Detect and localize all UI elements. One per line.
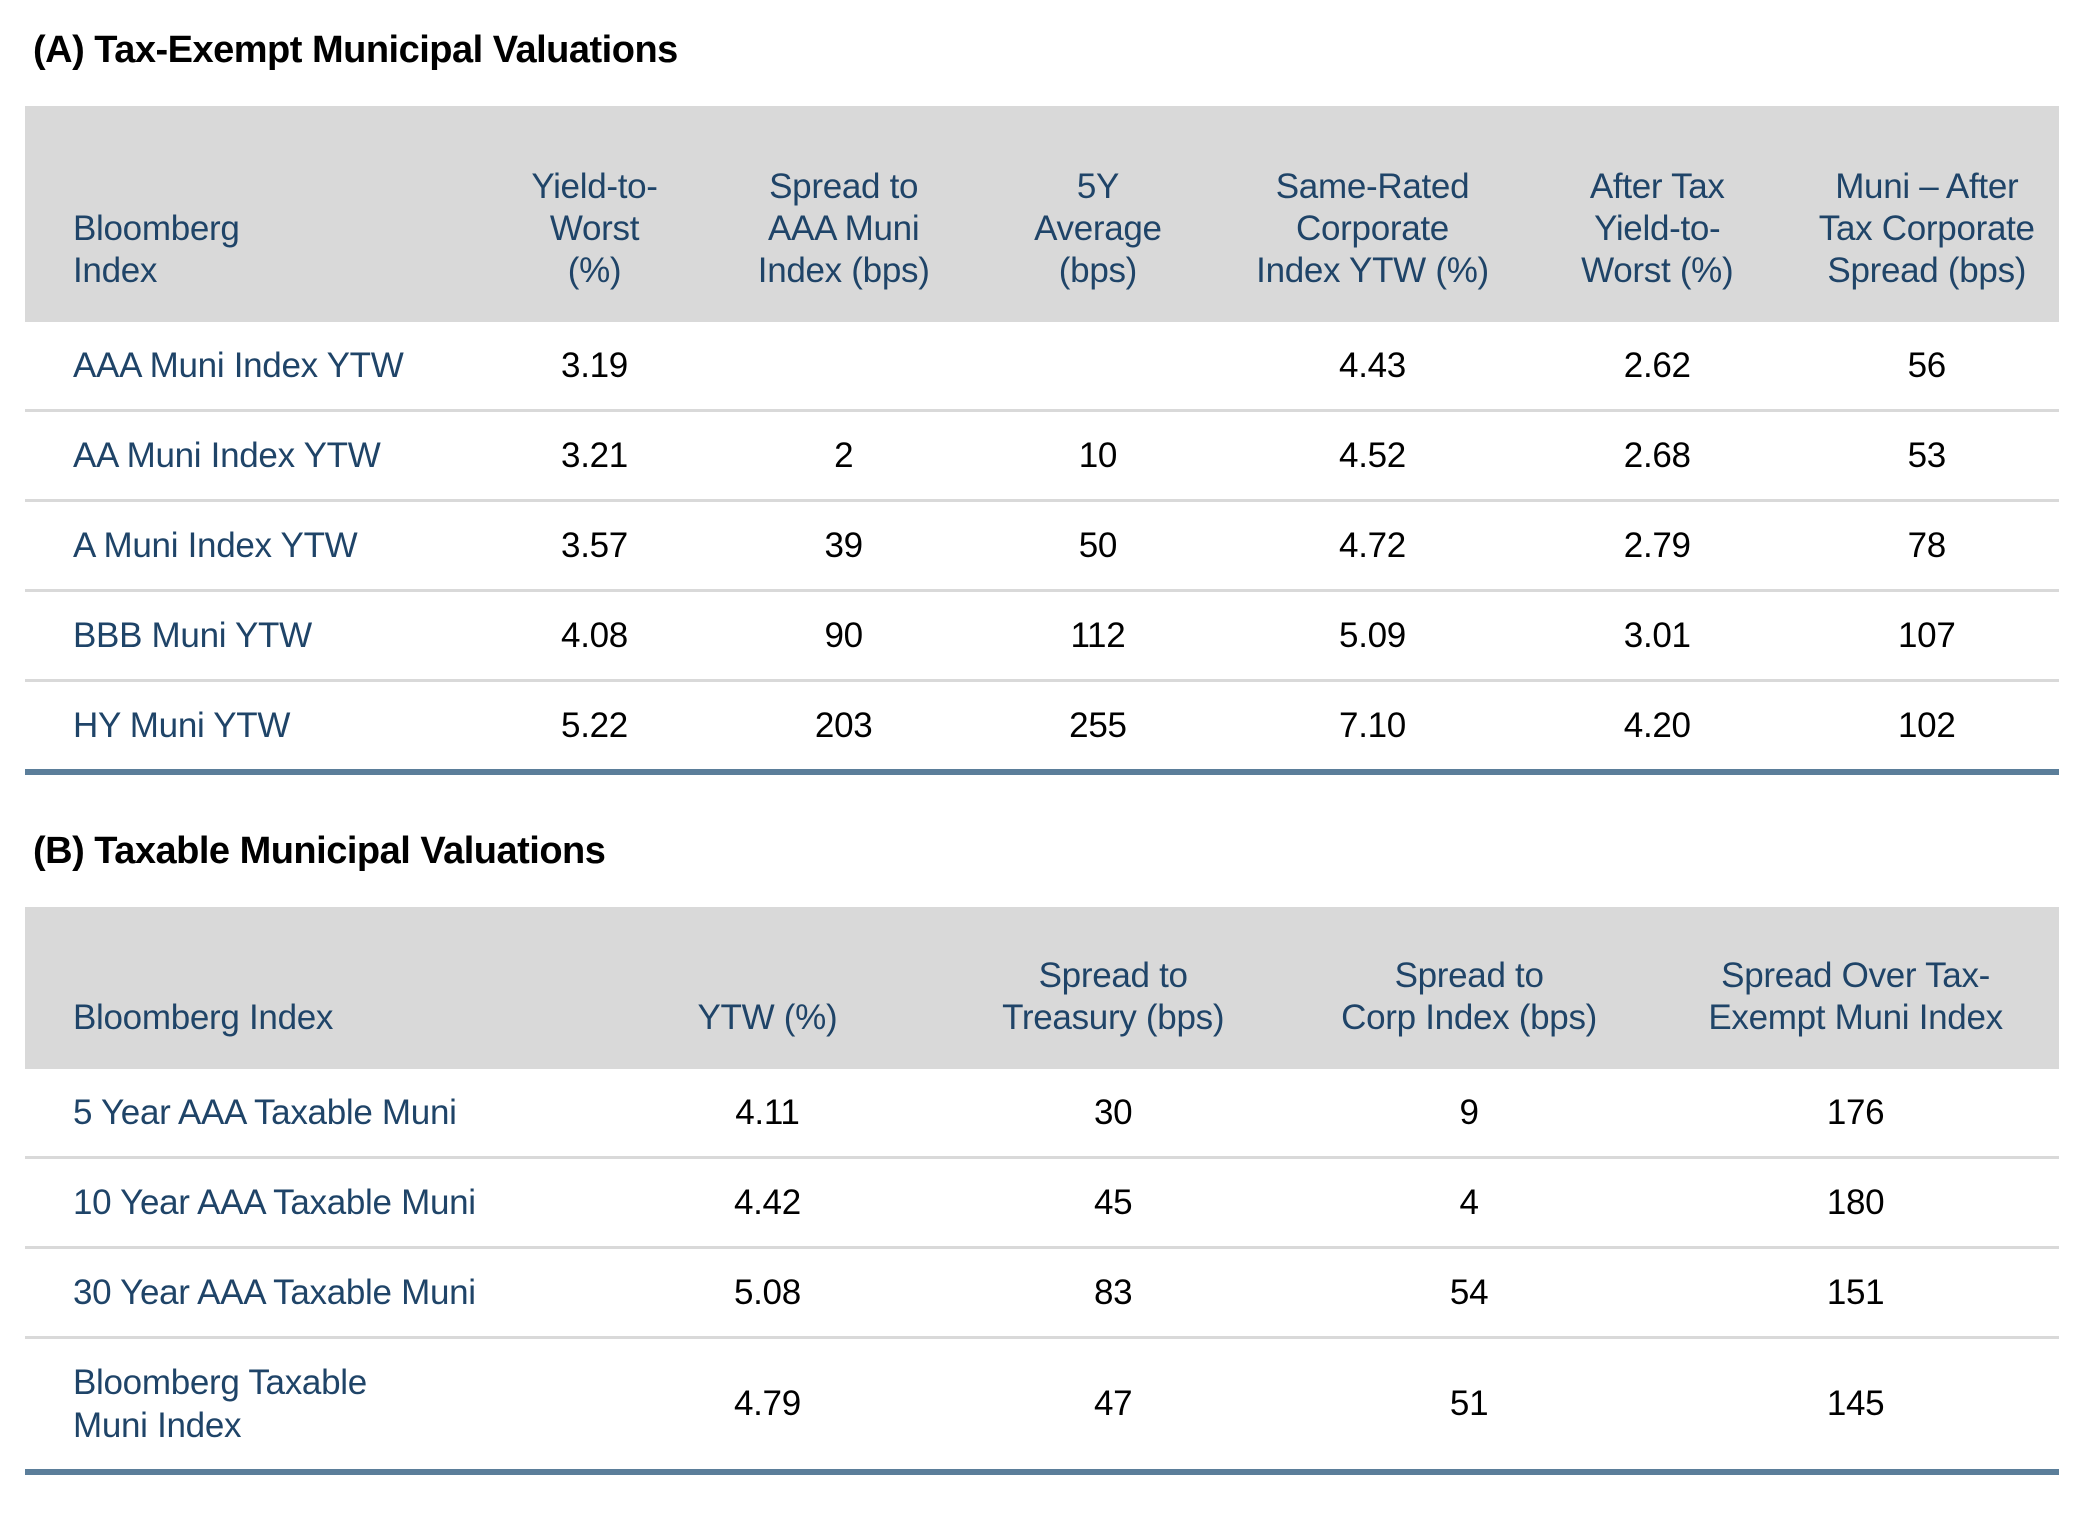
table-row: 5 Year AAA Taxable Muni 4.11 30 9 176 [25,1069,2059,1158]
section-b-title: (B) Taxable Municipal Valuations [33,829,606,872]
cell-value: 4.08 [472,588,717,681]
cell-value: 4.72 [1225,498,1520,591]
cell-value: 151 [1652,1245,2059,1338]
cell-value: 4.79 [594,1335,941,1472]
cell-value: 176 [1826,1092,1885,1132]
column-header-same-rated-corporate: Same-Rated Corporate Index YTW (%) [1225,105,1520,322]
cell-value: 255 [970,678,1226,772]
cell-value: 4.20 [1519,678,1795,772]
cell-value: 2.79 [1519,498,1795,591]
table-a-header-row: Bloomberg Index Yield-to- Worst (%) Spre… [25,105,2059,322]
cell-value: 107 [1794,588,2059,681]
cell-value: 3.19 [561,345,628,385]
taxable-valuations-table: Bloomberg Index YTW (%) Spread to Treasu… [25,906,2059,1475]
cell-value: 5.08 [594,1245,941,1338]
cell-value: 78 [1794,498,2059,591]
row-label: AAA Muni Index YTW [73,345,404,385]
cell-value: 2.68 [1519,408,1795,501]
column-header-spread-over-tax-exempt: Spread Over Tax- Exempt Muni Index [1652,906,2059,1069]
cell-value [717,322,971,411]
cell-value: 53 [1794,408,2059,501]
column-header-after-tax-ytw: After Tax Yield-to- Worst (%) [1519,105,1795,322]
table-row: 30 Year AAA Taxable Muni 5.08 83 54 151 [25,1245,2059,1338]
row-label: 10 Year AAA Taxable Muni [25,1155,595,1248]
cell-value: 9 [1459,1092,1479,1132]
column-header-yield-to-worst: Yield-to- Worst (%) [472,105,717,322]
column-header-5y-average: 5Y Average (bps) [970,105,1226,322]
row-label: AA Muni Index YTW [25,408,473,501]
section-a-title: (A) Tax-Exempt Municipal Valuations [33,29,678,71]
column-header-spread-to-aaa: Spread to AAA Muni Index (bps) [716,105,971,322]
cell-value: 112 [970,588,1226,681]
table-row: A Muni Index YTW 3.57 39 50 4.72 2.79 78 [25,498,2059,591]
table-row: Bloomberg Taxable Muni Index 4.79 47 51 … [25,1335,2059,1472]
cell-value: 145 [1652,1335,2059,1472]
cell-value: 4.52 [1225,408,1520,501]
cell-value: 7.10 [1225,678,1520,772]
cell-value: 30 [1093,1092,1133,1132]
row-label: Bloomberg Taxable Muni Index [25,1335,595,1472]
table-row: AAA Muni Index YTW 3.19 4.43 2.62 56 [25,322,2059,411]
cell-value: 3.01 [1519,588,1795,681]
cell-value [971,322,1225,411]
cell-value: 3.57 [472,498,717,591]
row-label: 30 Year AAA Taxable Muni [25,1245,595,1338]
row-label: HY Muni YTW [25,678,473,772]
cell-value: 4.42 [594,1155,941,1248]
cell-value: 4 [1286,1155,1653,1248]
table-b-header-row: Bloomberg Index YTW (%) Spread to Treasu… [25,906,2059,1069]
cell-value: 2 [716,408,971,501]
column-header-ytw: YTW (%) [594,906,941,1069]
cell-value: 54 [1286,1245,1653,1338]
cell-value: 51 [1286,1335,1653,1472]
section-a: (A) Tax-Exempt Municipal Valuations Bloo… [25,29,2059,775]
column-header-muni-after-tax-spread: Muni – After Tax Corporate Spread (bps) [1794,105,2059,322]
cell-value: 203 [716,678,971,772]
column-header-bloomberg-index: Bloomberg Index [25,906,595,1069]
cell-value: 4.43 [1339,345,1406,385]
cell-value: 5.09 [1225,588,1520,681]
cell-value: 50 [970,498,1226,591]
cell-value: 4.11 [735,1092,800,1132]
cell-value: 39 [716,498,971,591]
cell-value: 47 [940,1335,1287,1472]
cell-value: 2.62 [1623,345,1691,385]
cell-value: 56 [1907,345,1947,385]
cell-value: 83 [940,1245,1287,1338]
column-header-spread-to-corp: Spread to Corp Index (bps) [1286,906,1653,1069]
cell-value: 5.22 [472,678,717,772]
column-header-bloomberg-index: Bloomberg Index [25,105,473,322]
cell-value: 10 [970,408,1226,501]
row-label: BBB Muni YTW [25,588,473,681]
cell-value: 102 [1794,678,2059,772]
row-label: 5 Year AAA Taxable Muni [73,1092,457,1132]
table-row: AA Muni Index YTW 3.21 2 10 4.52 2.68 53 [25,408,2059,501]
section-b: (B) Taxable Municipal Valuations Bloombe… [25,829,2059,1475]
column-header-spread-to-treasury: Spread to Treasury (bps) [940,906,1287,1069]
row-label: A Muni Index YTW [25,498,473,591]
cell-value: 3.21 [472,408,717,501]
cell-value: 90 [716,588,971,681]
table-row: BBB Muni YTW 4.08 90 112 5.09 3.01 107 [25,588,2059,681]
cell-value: 180 [1652,1155,2059,1248]
cell-value: 45 [940,1155,1287,1248]
table-row: HY Muni YTW 5.22 203 255 7.10 4.20 102 [25,678,2059,772]
tax-exempt-valuations-table: Bloomberg Index Yield-to- Worst (%) Spre… [25,105,2059,775]
table-row: 10 Year AAA Taxable Muni 4.42 45 4 180 [25,1155,2059,1248]
